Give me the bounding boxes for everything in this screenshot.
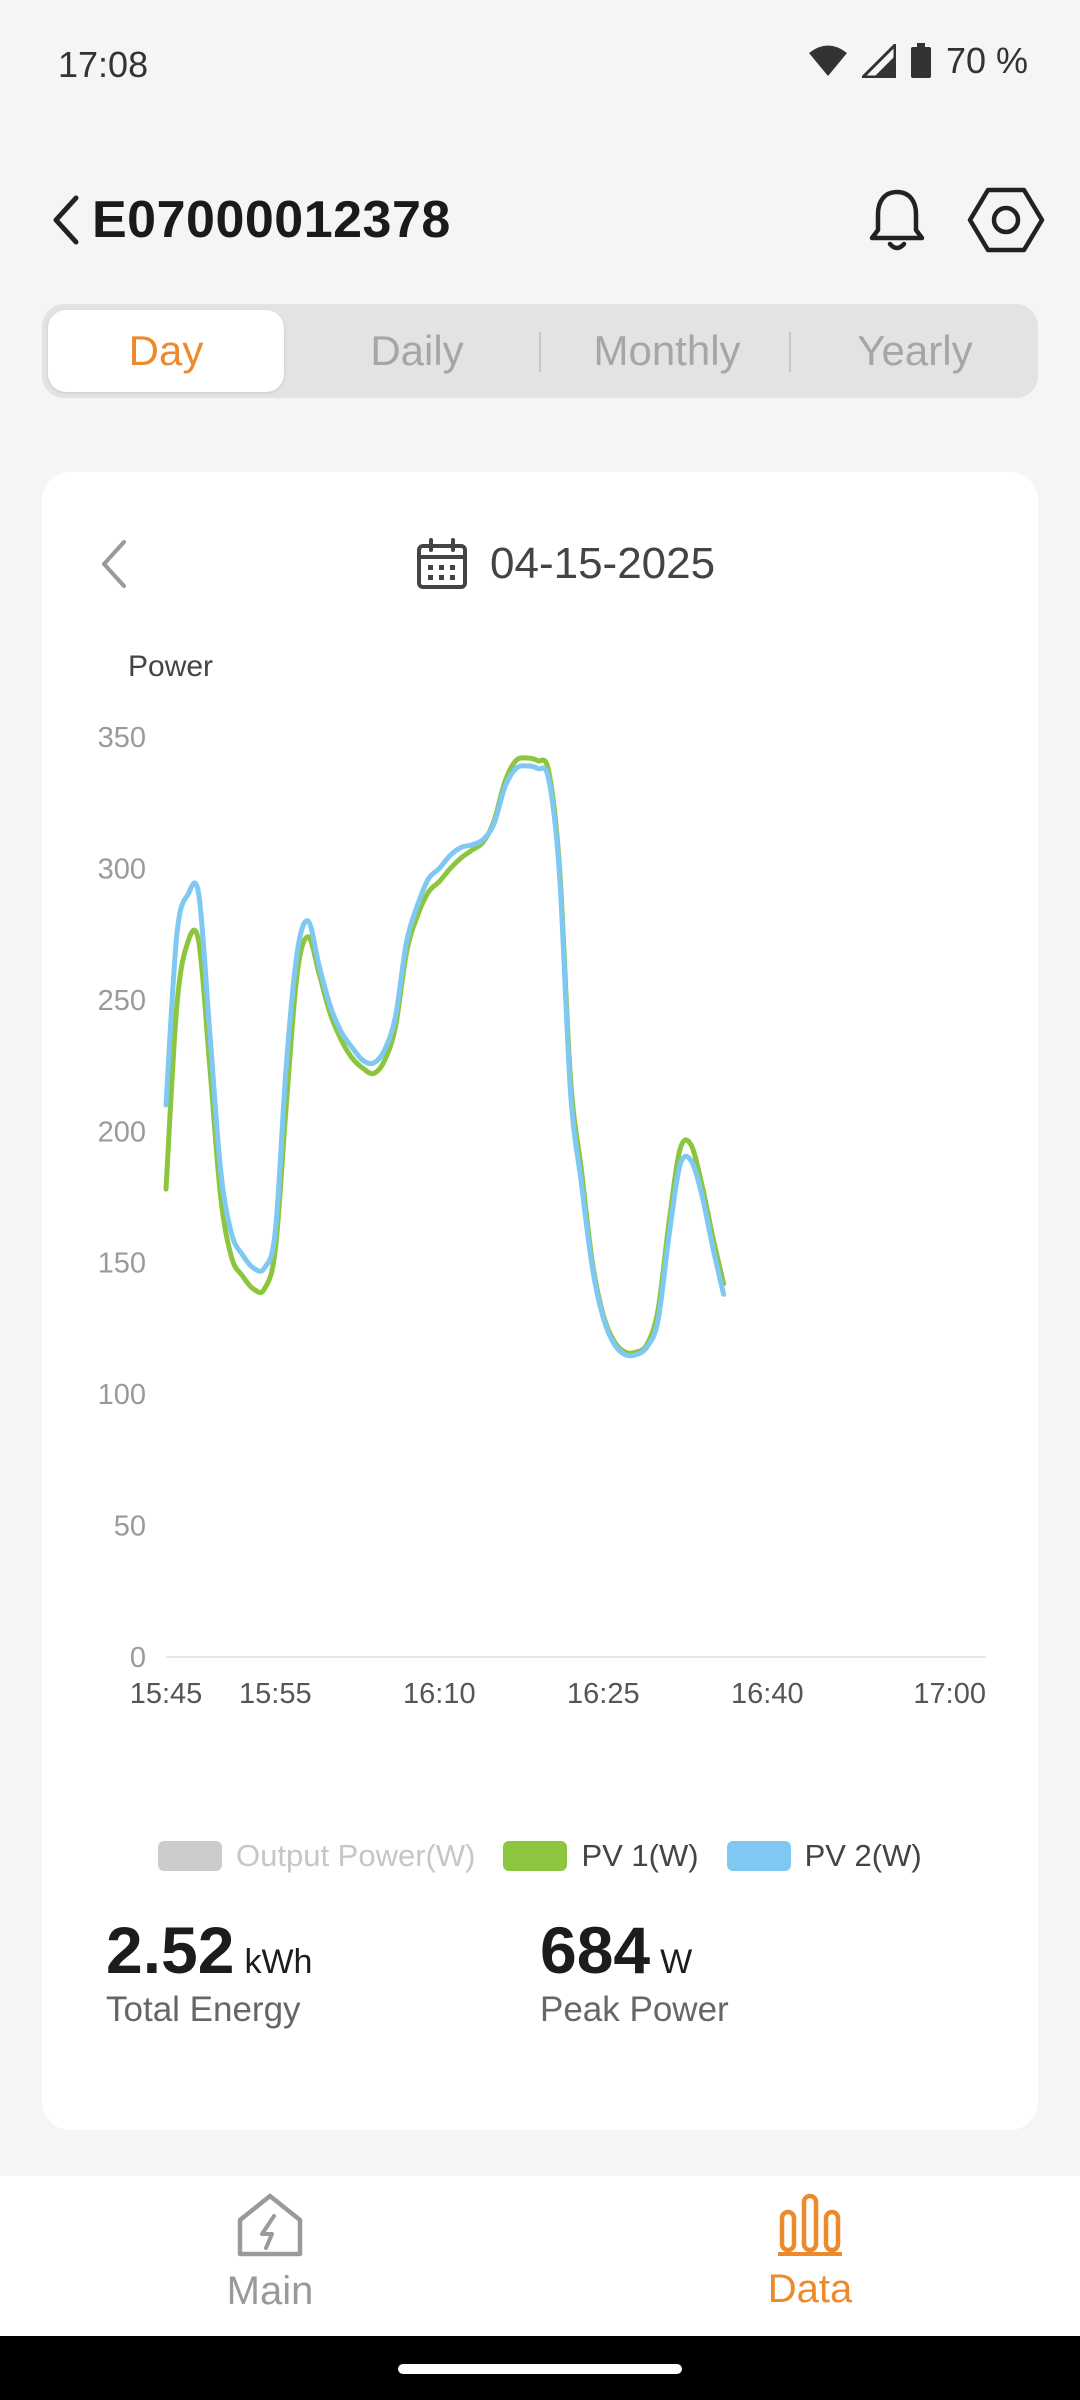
period-tabs: Day Daily Monthly Yearly	[42, 304, 1038, 398]
legend-label: PV 2(W)	[804, 1838, 922, 1873]
total-energy-unit: kWh	[244, 1943, 313, 1981]
cell-signal-icon	[861, 44, 896, 78]
nav-data-label: Data	[767, 2267, 853, 2311]
y-axis-label: Power	[128, 652, 213, 683]
legend-label: Output Power(W)	[236, 1838, 476, 1873]
calendar-icon	[417, 538, 467, 589]
settings-button[interactable]	[966, 184, 1046, 256]
legend-output-power[interactable]: Output Power(W)	[158, 1838, 475, 1874]
peak-power-unit: W	[660, 1943, 693, 1981]
legend-label: PV 1(W)	[581, 1838, 699, 1873]
tab-yearly[interactable]: Yearly	[857, 327, 973, 374]
legend-pv2[interactable]: PV 2(W)	[726, 1838, 922, 1874]
y-tick-label: 300	[98, 853, 146, 885]
power-chart: Power 0 50 100 150 200 250 300 350 15:45 15:55 16…	[98, 652, 986, 1710]
x-tick-label: 15:45	[130, 1678, 203, 1710]
x-tick-label: 15:55	[239, 1678, 312, 1710]
series-line-pv2	[163, 763, 727, 1359]
home-indicator[interactable]	[398, 2364, 682, 2374]
wifi-icon	[808, 45, 847, 76]
chart-legend: Output Power(W) PV 1(W) PV 2(W)	[158, 1838, 950, 1874]
x-tick-label: 16:40	[731, 1678, 804, 1710]
y-tick-label: 150	[98, 1248, 146, 1280]
bell-icon	[869, 189, 925, 251]
status-icons: 70 %	[808, 40, 1028, 82]
nav-main[interactable]: Main	[120, 2192, 420, 2314]
tab-day[interactable]: Day	[48, 310, 284, 392]
peak-power-value: 684	[540, 1913, 651, 1987]
total-energy-label: Total Energy	[106, 1990, 301, 2029]
status-bar: 17:08 70 %	[0, 0, 1080, 130]
tab-daily[interactable]: Daily	[370, 327, 464, 374]
notifications-button[interactable]	[862, 184, 932, 256]
gear-icon	[967, 187, 1045, 253]
nav-main-label: Main	[226, 2269, 314, 2313]
legend-swatch	[726, 1841, 791, 1871]
tab-monthly[interactable]: Monthly	[593, 327, 741, 374]
y-tick-label: 350	[98, 722, 146, 754]
bar-chart-icon	[778, 2193, 842, 2256]
tab-divider	[539, 332, 541, 372]
battery-icon	[910, 43, 931, 78]
nav-data[interactable]: Data	[660, 2192, 960, 2312]
tab-divider	[789, 332, 791, 372]
y-tick-label: 50	[114, 1511, 146, 1543]
date-selector[interactable]: 04-15-2025	[416, 534, 715, 594]
page-title: E07000012378	[92, 191, 451, 249]
legend-swatch	[158, 1841, 222, 1871]
x-tick-label: 16:10	[403, 1678, 476, 1710]
y-tick-label: 250	[98, 985, 146, 1017]
chart-card: 04-15-2025 Power 0 50 100 150 200 250 300 350 1…	[42, 472, 1038, 2130]
total-energy-stat: 2.52 kWh Total Energy	[106, 1912, 312, 2030]
system-gesture-bar	[0, 2336, 1080, 2400]
x-tick-label: 16:25	[567, 1678, 640, 1710]
back-button[interactable]	[44, 192, 88, 248]
battery-level: 70 %	[945, 40, 1028, 81]
x-tick-label: 17:00	[913, 1678, 986, 1710]
total-energy-value: 2.52	[106, 1913, 235, 1987]
home-icon	[237, 2193, 303, 2257]
legend-pv1[interactable]: PV 1(W)	[503, 1838, 699, 1874]
status-time: 17:08	[58, 44, 149, 85]
bottom-nav: Main Data	[0, 2176, 1080, 2336]
chevron-left-icon	[102, 540, 126, 588]
legend-swatch	[503, 1841, 568, 1871]
y-tick-label: 200	[98, 1116, 146, 1148]
peak-power-label: Peak Power	[540, 1990, 729, 2029]
chevron-left-icon	[53, 195, 79, 245]
previous-date-button[interactable]	[94, 534, 134, 594]
date-text: 04-15-2025	[490, 539, 716, 588]
peak-power-stat: 684 W Peak Power	[540, 1912, 729, 2030]
y-tick-label: 100	[98, 1379, 146, 1411]
y-tick-label: 0	[130, 1642, 146, 1674]
header: E07000012378	[0, 170, 1080, 270]
